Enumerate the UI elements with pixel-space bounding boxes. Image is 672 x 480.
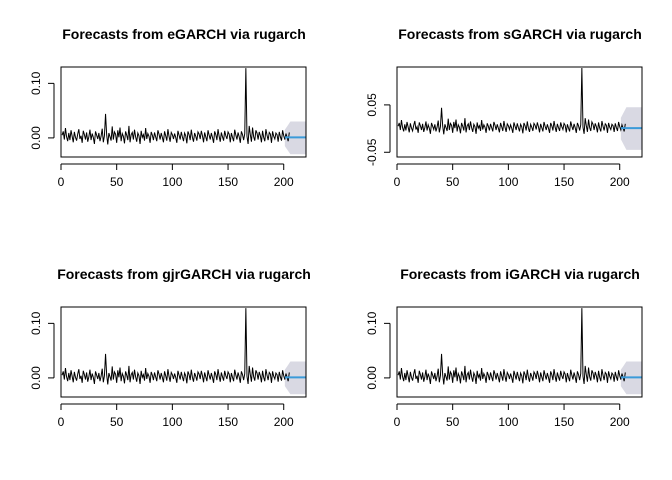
plot-frame — [396, 66, 643, 158]
y-tick-label: 0.00 — [29, 126, 43, 150]
chart-panel-igarch: Forecasts from iGARCH via rugarch 0 50 100… — [365, 266, 643, 429]
x-tick-label: 100 — [162, 415, 182, 429]
x-tick-label: 100 — [162, 175, 182, 189]
chart-title: Forecasts from sGARCH via rugarch — [398, 26, 642, 42]
y-tick-label: 0.00 — [29, 366, 43, 390]
x-tick-label: 50 — [110, 415, 124, 429]
series-line — [397, 67, 626, 135]
series-line — [397, 308, 626, 385]
x-tick-label: 0 — [394, 415, 401, 429]
y-tick-label: 0.00 — [365, 366, 379, 390]
x-tick-label: 0 — [58, 415, 65, 429]
x-tick-label: 0 — [58, 175, 65, 189]
x-tick-label: 50 — [446, 175, 460, 189]
x-tick-label: 150 — [218, 175, 238, 189]
y-tick-label: 0.10 — [365, 311, 379, 335]
y-tick-label: 0.05 — [365, 93, 379, 117]
chart-panel-sgarch: Forecasts from sGARCH via rugarch 0 50 100… — [365, 26, 643, 189]
series-line — [61, 308, 290, 385]
x-tick-label: 150 — [554, 415, 574, 429]
x-tick-label: 200 — [610, 415, 630, 429]
x-tick-label: 100 — [498, 415, 518, 429]
plot-frame — [60, 306, 307, 398]
x-tick-label: 200 — [610, 175, 630, 189]
y-tick-label: -0.05 — [365, 138, 379, 166]
chart-title: Forecasts from iGARCH via rugarch — [400, 266, 640, 282]
plot-frame — [396, 306, 643, 398]
chart-title: Forecasts from gjrGARCH via rugarch — [57, 266, 311, 282]
y-tick-label: 0.10 — [29, 71, 43, 95]
x-tick-label: 200 — [274, 415, 294, 429]
x-tick-label: 150 — [218, 415, 238, 429]
x-tick-label: 100 — [498, 175, 518, 189]
x-tick-label: 0 — [394, 175, 401, 189]
x-tick-label: 200 — [274, 175, 294, 189]
x-tick-label: 50 — [110, 175, 124, 189]
chart-panel-egarch: Forecasts from eGARCH via rugarch 0 50 100… — [29, 26, 307, 189]
x-tick-label: 150 — [554, 175, 574, 189]
chart-title: Forecasts from eGARCH via rugarch — [62, 26, 306, 42]
x-tick-label: 50 — [446, 415, 460, 429]
plot-frame — [60, 66, 307, 158]
series-line — [61, 68, 290, 145]
chart-panel-gjrgarch: Forecasts from gjrGARCH via rugarch 0 50 1… — [29, 266, 311, 429]
y-tick-label: 0.10 — [29, 311, 43, 335]
